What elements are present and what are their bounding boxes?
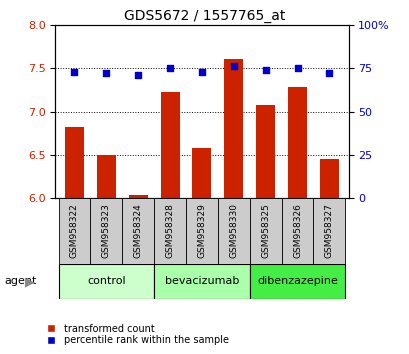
Point <box>103 70 109 76</box>
Bar <box>160 92 179 198</box>
Bar <box>97 155 116 198</box>
Bar <box>154 198 186 264</box>
Point <box>262 67 268 73</box>
Bar <box>122 198 154 264</box>
Text: bevacizumab: bevacizumab <box>164 276 238 286</box>
Text: GSM958330: GSM958330 <box>229 204 238 258</box>
Bar <box>281 198 313 264</box>
Point <box>230 64 236 69</box>
Text: agent: agent <box>4 276 36 286</box>
Text: GSM958322: GSM958322 <box>70 204 79 258</box>
Text: GSM958328: GSM958328 <box>165 204 174 258</box>
Text: GSM958324: GSM958324 <box>133 204 142 258</box>
Bar <box>287 87 306 198</box>
Point <box>198 69 205 74</box>
Bar <box>90 198 122 264</box>
Point <box>71 69 78 74</box>
Text: GDS5672 / 1557765_at: GDS5672 / 1557765_at <box>124 9 285 23</box>
Text: GSM958323: GSM958323 <box>101 204 110 258</box>
Text: GSM958326: GSM958326 <box>292 204 301 258</box>
Point <box>325 70 332 76</box>
Bar <box>313 198 344 264</box>
Bar <box>154 264 249 299</box>
Point <box>294 65 300 71</box>
Bar <box>65 127 84 198</box>
Bar <box>58 198 90 264</box>
Bar <box>58 264 154 299</box>
Point <box>166 65 173 71</box>
Bar <box>319 159 338 198</box>
Bar <box>128 195 147 198</box>
Text: ▶: ▶ <box>25 275 34 288</box>
Bar <box>249 264 344 299</box>
Text: control: control <box>87 276 125 286</box>
Bar <box>249 198 281 264</box>
Legend: transformed count, percentile rank within the sample: transformed count, percentile rank withi… <box>38 320 232 349</box>
Text: dibenzazepine: dibenzazepine <box>256 276 337 286</box>
Bar <box>217 198 249 264</box>
Text: GSM958325: GSM958325 <box>261 204 270 258</box>
Bar <box>192 148 211 198</box>
Bar <box>186 198 217 264</box>
Bar <box>224 59 243 198</box>
Bar <box>256 105 274 198</box>
Text: GSM958329: GSM958329 <box>197 204 206 258</box>
Point <box>135 72 141 78</box>
Text: GSM958327: GSM958327 <box>324 204 333 258</box>
